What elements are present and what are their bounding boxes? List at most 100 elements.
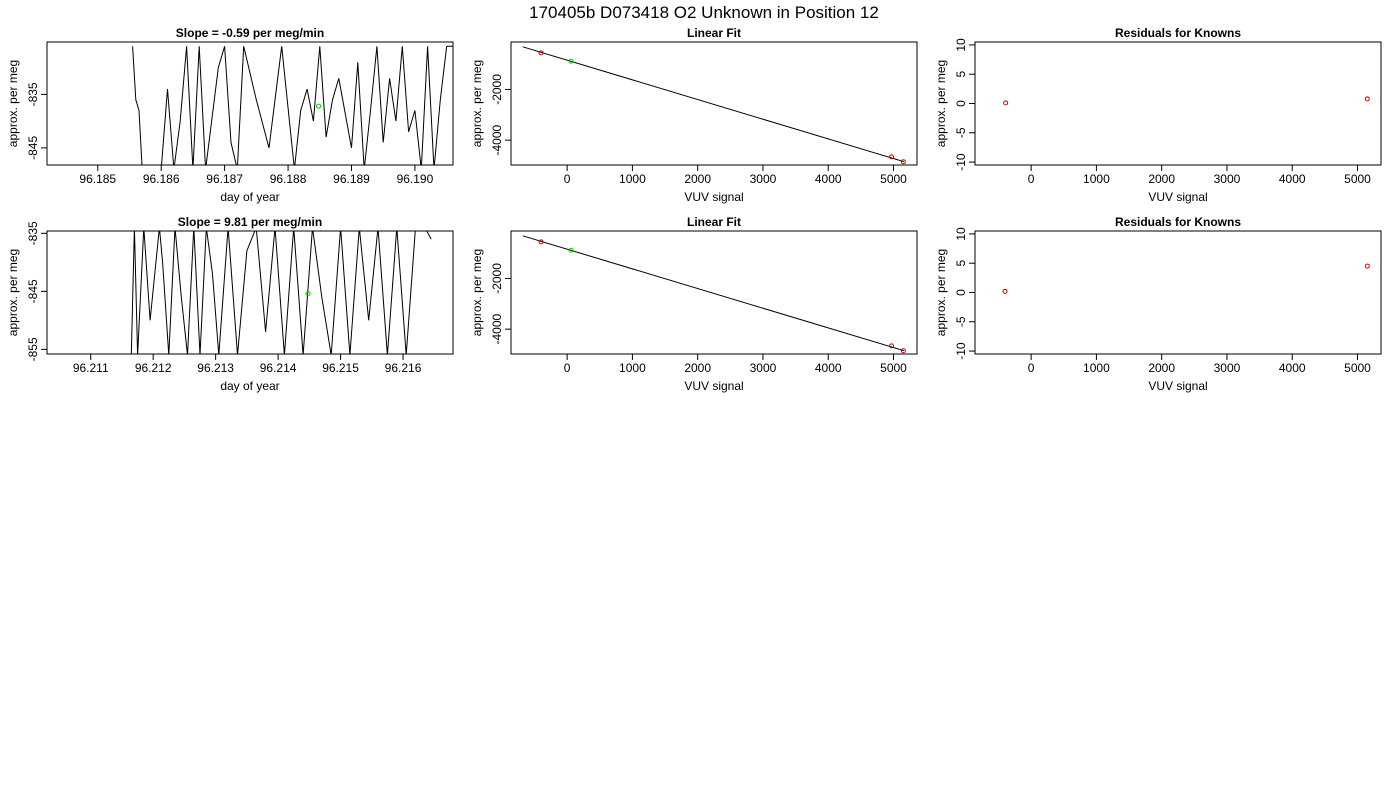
- fit-line: [522, 235, 905, 352]
- x-tick-label: 5000: [1344, 172, 1371, 186]
- x-tick-label: 96.187: [206, 172, 243, 186]
- chart-panel-6: Residuals for Knowns 0 1000 2000 3000 4000 500…: [934, 215, 1382, 393]
- known-point: [1364, 96, 1370, 102]
- x-tick-label: 2000: [1148, 172, 1175, 186]
- x-tick-label: 1000: [1083, 361, 1110, 375]
- series-line: [132, 45, 453, 165]
- panel-grid: Slope = -0.59 per meg/min 96.185 96.186 96.…: [6, 26, 1382, 393]
- y-tick-label: 10: [954, 227, 968, 241]
- x-tick-label: 96.188: [270, 172, 307, 186]
- x-tick-label: 3000: [1214, 361, 1241, 375]
- series-line: [130, 231, 432, 354]
- x-axis-label: VUV signal: [684, 379, 743, 393]
- x-tick-label: 0: [1028, 361, 1035, 375]
- chart-panel-4: Slope = 9.81 per meg/min 96.211 96.212 96.2…: [6, 215, 454, 393]
- y-tick-label: -10: [954, 153, 968, 171]
- known-point: [1003, 100, 1009, 106]
- known-point: [889, 154, 895, 160]
- x-tick-label: 4000: [1279, 361, 1306, 375]
- y-axis-label: approx. per meg: [6, 60, 20, 147]
- y-tick-label: 5: [954, 71, 968, 78]
- x-tick-label: 4000: [1279, 172, 1306, 186]
- x-tick-label: 5000: [880, 361, 907, 375]
- chart-panel-2: Linear Fit 0 1000 2000 3000 4000 5000 -2000 -400…: [470, 26, 918, 204]
- x-tick-label: 4000: [815, 172, 842, 186]
- chart-panel-1: Slope = -0.59 per meg/min 96.185 96.186 96.…: [6, 26, 454, 204]
- plot-frame: [46, 41, 454, 166]
- plot-area: [132, 45, 453, 165]
- panel-title: Slope = -0.59 per meg/min: [176, 26, 324, 40]
- y-axis-label: approx. per meg: [934, 249, 948, 336]
- y-tick-label: -845: [26, 136, 40, 160]
- known-point: [538, 239, 544, 245]
- x-tick-label: 96.189: [333, 172, 370, 186]
- panel-title: Linear Fit: [687, 26, 741, 40]
- unknown-point: [305, 291, 311, 297]
- plot-frame: [974, 230, 1382, 355]
- unknown-point: [568, 247, 574, 253]
- x-axis-label: VUV signal: [1148, 379, 1207, 393]
- x-tick-label: 96.212: [135, 361, 172, 375]
- y-axis-label: approx. per meg: [470, 249, 484, 336]
- y-axis-label: approx. per meg: [470, 60, 484, 147]
- x-tick-label: 96.186: [143, 172, 180, 186]
- x-tick-label: 3000: [750, 361, 777, 375]
- plot-area: [1003, 96, 1370, 106]
- y-tick-label: -4000: [490, 313, 504, 344]
- x-tick-label: 96.216: [385, 361, 422, 375]
- chart-panel-5: Linear Fit 0 1000 2000 3000 4000 5000 -2000 -400…: [470, 215, 918, 393]
- y-tick-label: -855: [26, 337, 40, 361]
- panel-title: Slope = 9.81 per meg/min: [178, 215, 322, 229]
- y-tick-label: -5: [954, 127, 968, 138]
- x-axis-label: VUV signal: [684, 190, 743, 204]
- y-tick-label: 0: [954, 100, 968, 107]
- unknown-point: [568, 58, 574, 64]
- known-point: [538, 50, 544, 56]
- x-tick-label: 0: [564, 172, 571, 186]
- y-tick-label: 5: [954, 260, 968, 267]
- plot-frame: [510, 230, 918, 355]
- x-axis-label: day of year: [220, 379, 279, 393]
- y-tick-label: 10: [954, 38, 968, 52]
- x-tick-label: 96.214: [260, 361, 297, 375]
- plot-area: [130, 231, 432, 354]
- y-tick-label: -4000: [490, 124, 504, 155]
- known-point: [900, 348, 906, 354]
- x-tick-label: 2000: [684, 172, 711, 186]
- x-tick-label: 96.190: [397, 172, 434, 186]
- known-point: [1002, 288, 1008, 294]
- known-point: [900, 159, 906, 165]
- y-tick-label: -5: [954, 316, 968, 327]
- x-tick-label: 5000: [880, 172, 907, 186]
- x-tick-label: 3000: [750, 172, 777, 186]
- known-point: [889, 343, 895, 349]
- panel-title: Residuals for Knowns: [1115, 215, 1241, 229]
- x-tick-label: 1000: [1083, 172, 1110, 186]
- y-axis-label: approx. per meg: [934, 60, 948, 147]
- x-tick-label: 5000: [1344, 361, 1371, 375]
- chart-panel-3: Residuals for Knowns 0 1000 2000 3000 4000 500…: [934, 26, 1382, 204]
- x-axis-label: day of year: [220, 190, 279, 204]
- plot-area: [522, 46, 906, 165]
- y-axis-label: approx. per meg: [6, 249, 20, 336]
- y-tick-label: -835: [26, 82, 40, 106]
- y-tick-label: -2000: [490, 74, 504, 105]
- x-tick-label: 3000: [1214, 172, 1241, 186]
- plot-frame: [46, 230, 454, 355]
- plot-frame: [974, 41, 1382, 166]
- y-tick-label: -835: [26, 221, 40, 245]
- y-tick-label: -10: [954, 342, 968, 360]
- known-point: [1364, 263, 1370, 269]
- plot-area: [522, 235, 906, 354]
- plot-area: [1002, 263, 1370, 294]
- plot-frame: [510, 41, 918, 166]
- x-tick-label: 1000: [619, 361, 646, 375]
- unknown-point: [316, 103, 322, 109]
- x-tick-label: 2000: [1148, 361, 1175, 375]
- panel-title: Residuals for Knowns: [1115, 26, 1241, 40]
- y-tick-label: -2000: [490, 263, 504, 294]
- x-tick-label: 96.213: [197, 361, 234, 375]
- x-tick-label: 0: [564, 361, 571, 375]
- x-tick-label: 2000: [684, 361, 711, 375]
